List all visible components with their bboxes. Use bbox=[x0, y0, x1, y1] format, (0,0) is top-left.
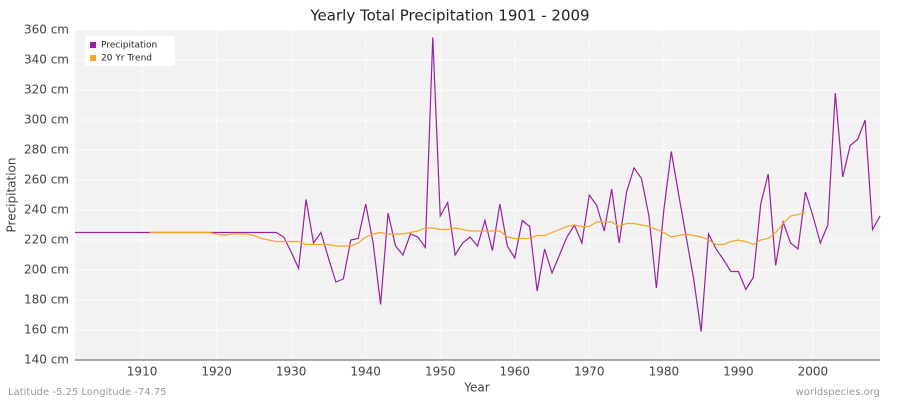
footer-right: worldspecies.org bbox=[796, 387, 880, 398]
y-tick-label: 140 cm bbox=[24, 353, 69, 367]
y-tick-label: 200 cm bbox=[24, 263, 69, 277]
series-line bbox=[149, 212, 806, 247]
y-tick-label: 360 cm bbox=[24, 23, 69, 37]
y-tick-label: 260 cm bbox=[24, 173, 69, 187]
x-tick-label: 1960 bbox=[499, 365, 530, 379]
x-tick-label: 1930 bbox=[276, 365, 307, 379]
x-tick-label: 1920 bbox=[201, 365, 232, 379]
x-tick-label: 1950 bbox=[425, 365, 456, 379]
legend-swatch bbox=[90, 42, 96, 48]
legend-label: 20 Yr Trend bbox=[101, 54, 152, 64]
legend-swatch bbox=[90, 55, 96, 61]
plot-background bbox=[75, 30, 880, 360]
x-tick-label: 1980 bbox=[649, 365, 680, 379]
y-tick-label: 160 cm bbox=[24, 323, 69, 337]
y-tick-label: 320 cm bbox=[24, 83, 69, 97]
legend-label: Precipitation bbox=[101, 41, 157, 51]
y-tick-label: 240 cm bbox=[24, 203, 69, 217]
x-tick-label: 1940 bbox=[350, 365, 381, 379]
y-tick-label: 180 cm bbox=[24, 293, 69, 307]
x-axis-label: Year bbox=[463, 381, 489, 395]
chart-title: Yearly Total Precipitation 1901 - 2009 bbox=[309, 7, 589, 25]
y-axis-label: Precipitation bbox=[5, 157, 19, 232]
x-tick-label: 1970 bbox=[574, 365, 605, 379]
y-tick-label: 300 cm bbox=[24, 113, 69, 127]
x-tick-label: 1910 bbox=[127, 365, 158, 379]
y-tick-label: 280 cm bbox=[24, 143, 69, 157]
legend-box bbox=[85, 36, 175, 66]
y-tick-label: 220 cm bbox=[24, 233, 69, 247]
footer-left: Latitude -5.25 Longitude -74.75 bbox=[8, 387, 167, 398]
y-tick-label: 340 cm bbox=[24, 53, 69, 67]
x-tick-label: 2000 bbox=[798, 365, 829, 379]
x-tick-label: 1990 bbox=[723, 365, 754, 379]
